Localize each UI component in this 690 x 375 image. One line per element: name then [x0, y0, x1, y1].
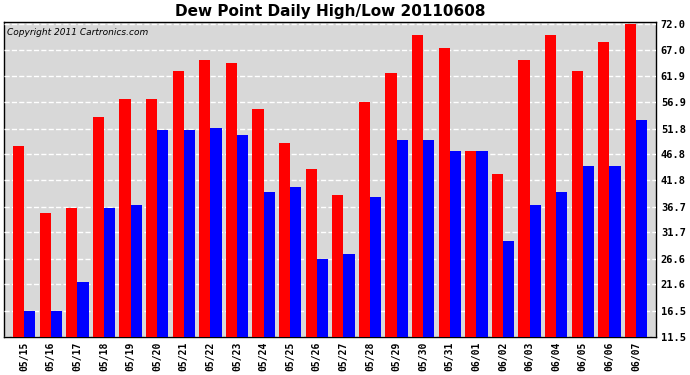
Bar	[476, 151, 488, 337]
Bar	[439, 48, 450, 337]
Bar	[253, 110, 264, 337]
Bar	[66, 207, 77, 337]
Bar	[397, 141, 408, 337]
Bar	[104, 207, 115, 337]
Bar	[370, 197, 381, 337]
Title: Dew Point Daily High/Low 20110608: Dew Point Daily High/Low 20110608	[175, 4, 485, 19]
Bar	[77, 282, 88, 337]
Bar	[172, 71, 184, 337]
Bar	[636, 120, 647, 337]
Bar	[571, 71, 583, 337]
Bar	[279, 143, 290, 337]
Bar	[503, 241, 514, 337]
Bar	[609, 166, 620, 337]
Bar	[556, 192, 567, 337]
Bar	[51, 311, 62, 337]
Bar	[264, 192, 275, 337]
Bar	[598, 42, 609, 337]
Bar	[210, 128, 221, 337]
Bar	[465, 151, 476, 337]
Bar	[518, 60, 530, 337]
Bar	[237, 135, 248, 337]
Bar	[199, 60, 210, 337]
Bar	[39, 213, 51, 337]
Bar	[119, 99, 130, 337]
Bar	[157, 130, 168, 337]
Bar	[130, 205, 141, 337]
Bar	[450, 151, 461, 337]
Bar	[625, 24, 636, 337]
Text: Copyright 2011 Cartronics.com: Copyright 2011 Cartronics.com	[8, 28, 148, 37]
Bar	[423, 141, 435, 337]
Bar	[530, 205, 541, 337]
Bar	[306, 169, 317, 337]
Bar	[583, 166, 594, 337]
Bar	[332, 195, 344, 337]
Bar	[545, 34, 556, 337]
Bar	[13, 146, 24, 337]
Bar	[492, 174, 503, 337]
Bar	[146, 99, 157, 337]
Bar	[317, 259, 328, 337]
Bar	[386, 74, 397, 337]
Bar	[92, 117, 104, 337]
Bar	[359, 102, 370, 337]
Bar	[412, 34, 423, 337]
Bar	[24, 311, 35, 337]
Bar	[184, 130, 195, 337]
Bar	[344, 254, 355, 337]
Bar	[290, 187, 302, 337]
Bar	[226, 63, 237, 337]
